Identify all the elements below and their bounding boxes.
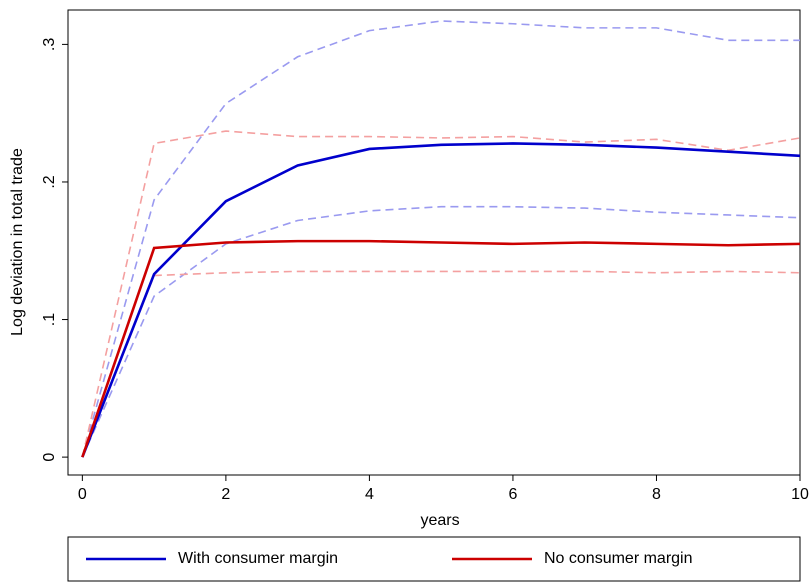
y-tick-label: .1 [41, 313, 58, 326]
legend-box [67, 536, 801, 582]
y-axis-label: Log deviation in total trade [9, 148, 26, 336]
x-tick-label: 6 [508, 486, 517, 503]
legend-label: No consumer margin [544, 550, 693, 567]
plot-frame [67, 9, 801, 476]
series-line [81, 239, 801, 458]
y-tick-label: .2 [41, 175, 58, 188]
band-lower [81, 270, 801, 458]
x-tick-label: 8 [652, 486, 661, 503]
x-axis-label: years [420, 512, 459, 529]
band-lower [81, 205, 801, 458]
band-upper [81, 20, 800, 458]
x-tick-label: 10 [791, 486, 809, 503]
band-upper [81, 130, 801, 458]
series-line [81, 142, 801, 458]
y-tick-label: 0 [41, 453, 58, 462]
legend-label: With consumer margin [178, 550, 338, 567]
x-tick-label: 2 [221, 486, 230, 503]
x-tick-label: 0 [78, 486, 87, 503]
x-tick-label: 4 [365, 486, 374, 503]
y-tick-label: .3 [41, 38, 58, 51]
